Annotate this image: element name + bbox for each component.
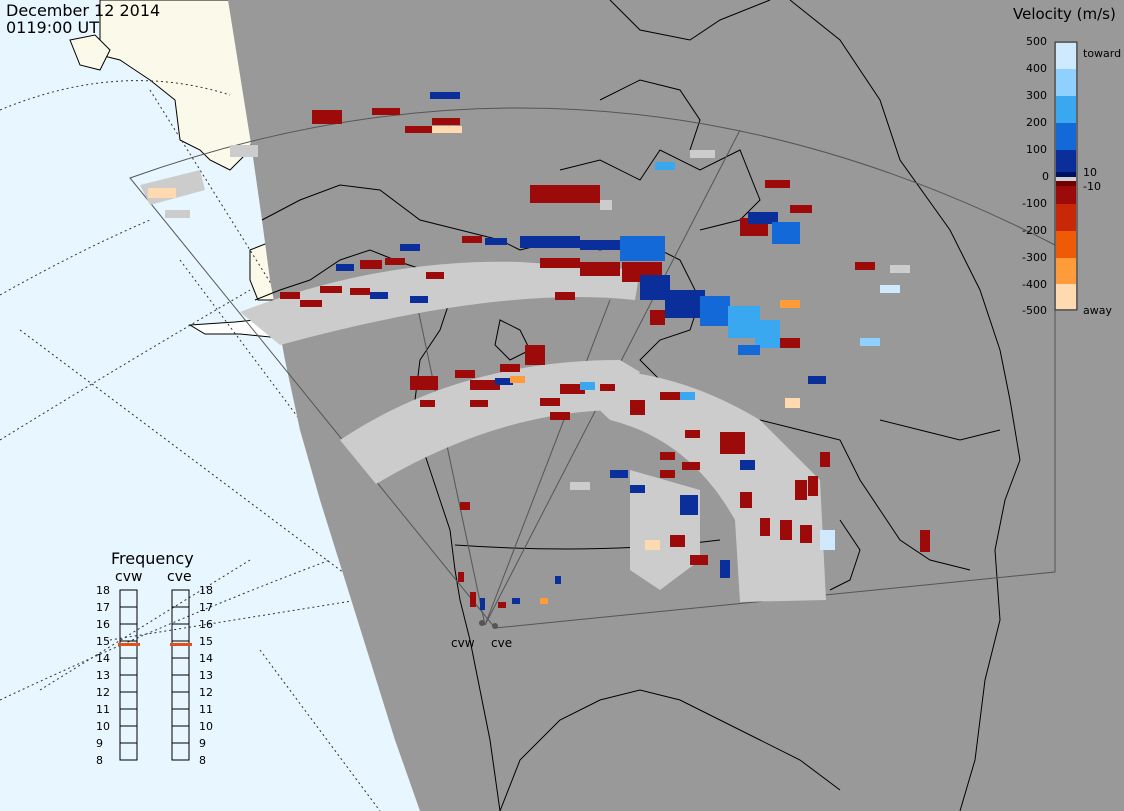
frequency-tick-right: 17 (199, 601, 213, 614)
time-label: 0119:00 UT (6, 18, 100, 37)
sunlit-land-chukotka (69, 34, 111, 71)
frequency-ladders (119, 589, 190, 761)
date-label: December 12 2014 (6, 1, 161, 20)
radar-site-label-cvw: cvw (451, 636, 475, 650)
radar-site-cvw-marker (479, 620, 485, 626)
frequency-tick-right: 13 (199, 669, 213, 682)
velocity-tick: 0 (1042, 170, 1049, 183)
frequency-tick-right: 8 (199, 754, 206, 767)
frequency-tick-left: 15 (96, 635, 110, 648)
velocity-tick: -500 (1022, 304, 1047, 317)
frequency-radar-label-cvw: cvw (115, 569, 143, 585)
velocity-tick: -200 (1022, 224, 1047, 237)
colorbar-segment (1056, 96, 1076, 123)
velocity-away-label: away (1083, 304, 1112, 317)
velocity-tick: 300 (1026, 89, 1047, 102)
colorbar-segment (1056, 204, 1076, 231)
radar-site-cve-marker (492, 623, 498, 629)
frequency-tick-right: 18 (199, 584, 213, 597)
frequency-tick-left: 13 (96, 669, 110, 682)
frequency-tick-right: 10 (199, 720, 213, 733)
colorbar-segment (1056, 69, 1076, 96)
velocity-legend-title: Velocity (m/s) (1013, 5, 1116, 23)
radar-fov-outline (129, 107, 1056, 629)
radar-site-label-cve: cve (491, 636, 513, 650)
frequency-marker-cvw (118, 643, 140, 646)
frequency-tick-left: 18 (96, 584, 110, 597)
frequency-tick-left: 9 (96, 737, 103, 750)
frequency-tick-left: 17 (96, 601, 110, 614)
colorbar-segment (1056, 177, 1076, 181)
colorbar-segment (1056, 150, 1076, 172)
frequency-tick-left: 14 (96, 652, 110, 665)
frequency-radar-label-cve: cve (167, 569, 192, 585)
lat-lon-grid (0, 80, 421, 811)
frequency-tick-left: 10 (96, 720, 110, 733)
velocity-echoes (148, 92, 930, 610)
velocity-tick: 100 (1026, 143, 1047, 156)
colorbar-segment (1056, 43, 1076, 69)
colorbar-segment (1056, 284, 1076, 309)
velocity-tick: -300 (1022, 251, 1047, 264)
fov-boundary-center (484, 299, 611, 626)
velocity-tick: 10 (1083, 166, 1097, 179)
colorbar-segment (1056, 186, 1076, 204)
velocity-toward-label: toward (1083, 47, 1122, 60)
frequency-tick-left: 12 (96, 686, 110, 699)
frequency-title: Frequency (111, 549, 194, 568)
frequency-tick-right: 14 (199, 652, 213, 665)
frequency-tick-right: 12 (199, 686, 213, 699)
frequency-tick-left: 8 (96, 754, 103, 767)
colorbar-segment (1056, 123, 1076, 150)
velocity-tick: 500 (1026, 35, 1047, 48)
velocity-tick: -10 (1083, 180, 1101, 193)
colorbar-segment (1056, 258, 1076, 284)
colorbar-segment (1056, 231, 1076, 258)
frequency-tick-right: 9 (199, 737, 206, 750)
fov-boundary-cve (414, 294, 486, 626)
colorbar-segment (1056, 172, 1076, 177)
frequency-tick-left: 16 (96, 618, 110, 631)
velocity-tick: -100 (1022, 197, 1047, 210)
velocity-tick: 400 (1026, 62, 1047, 75)
velocity-colorbar (1054, 41, 1078, 311)
colorbar-segment (1056, 181, 1076, 186)
frequency-tick-right: 15 (199, 635, 213, 648)
frequency-tick-left: 11 (96, 703, 110, 716)
frequency-tick-right: 16 (199, 618, 213, 631)
velocity-tick: 200 (1026, 116, 1047, 129)
velocity-tick: -400 (1022, 278, 1047, 291)
frequency-marker-cve (170, 643, 192, 646)
frequency-tick-right: 11 (199, 703, 213, 716)
